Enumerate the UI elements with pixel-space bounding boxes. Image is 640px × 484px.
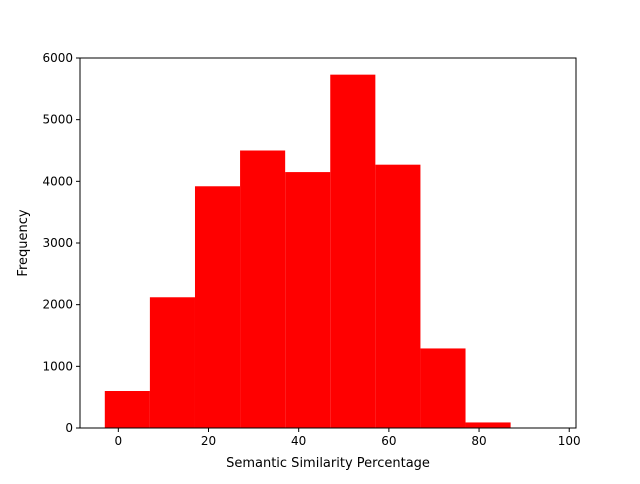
histogram-bar-3 xyxy=(240,151,285,429)
x-tick-label-3: 60 xyxy=(381,434,396,448)
y-tick-label-3: 3000 xyxy=(42,236,73,250)
y-tick-label-2: 2000 xyxy=(42,298,73,312)
y-tick-label-6: 6000 xyxy=(42,51,73,65)
histogram-bar-8 xyxy=(466,422,511,428)
histogram-bar-4 xyxy=(285,172,330,428)
y-tick-label-4: 4000 xyxy=(42,174,73,188)
x-axis-ticks: 0 20 40 60 80 100 xyxy=(115,428,581,448)
x-tick-label-4: 80 xyxy=(471,434,486,448)
x-axis-label: Semantic Similarity Percentage xyxy=(226,456,430,471)
histogram-bar-7 xyxy=(420,348,465,428)
histogram-bar-0 xyxy=(105,391,150,428)
y-axis-label: Frequency xyxy=(16,209,31,276)
y-tick-label-0: 0 xyxy=(65,421,73,435)
histogram-bar-2 xyxy=(195,186,240,428)
y-axis-ticks: 0 1000 2000 3000 4000 5000 6000 xyxy=(42,51,80,435)
y-tick-label-5: 5000 xyxy=(42,113,73,127)
histogram-bar-6 xyxy=(375,165,420,428)
x-tick-label-2: 40 xyxy=(291,434,306,448)
x-tick-label-0: 0 xyxy=(115,434,123,448)
histogram-bar-5 xyxy=(330,75,375,428)
histogram-bar-1 xyxy=(150,297,195,428)
x-tick-label-5: 100 xyxy=(558,434,581,448)
y-tick-label-1: 1000 xyxy=(42,359,73,373)
x-tick-label-1: 20 xyxy=(201,434,216,448)
bars-layer xyxy=(105,75,511,428)
